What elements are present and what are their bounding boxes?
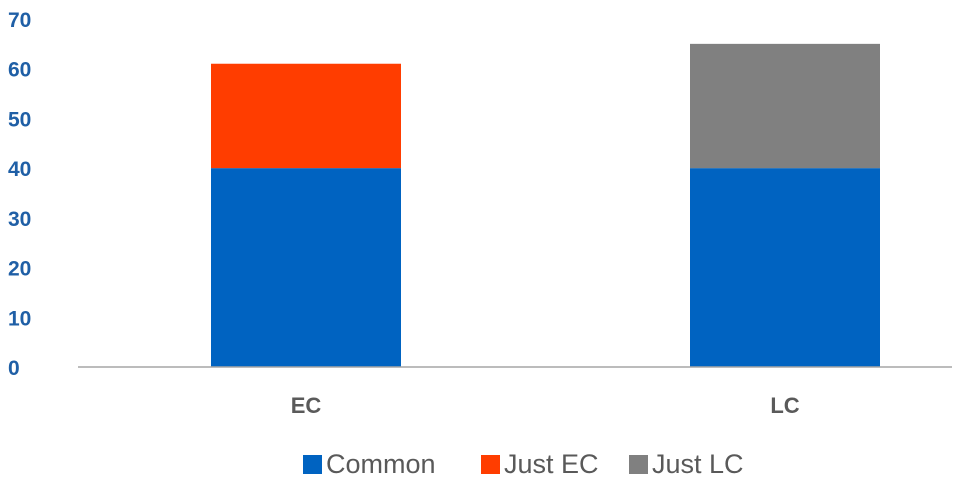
legend-swatch-just-lc — [629, 455, 648, 474]
x-tick-label: EC — [291, 393, 322, 418]
y-tick-label: 30 — [8, 208, 31, 231]
x-axis-tick-labels: EC LC — [291, 393, 800, 418]
y-axis-tick-labels: 0 10 20 30 40 50 60 70 — [8, 9, 31, 380]
y-tick-label: 70 — [8, 9, 31, 32]
y-tick-label: 40 — [8, 158, 31, 181]
y-tick-label: 0 — [8, 357, 20, 380]
bar-lc-just-lc — [690, 43, 880, 169]
legend-swatch-common — [303, 455, 322, 474]
y-tick-label: 60 — [8, 59, 31, 82]
y-tick-label: 10 — [8, 307, 31, 330]
bar-lc-common — [690, 168, 880, 367]
bar-ec-common — [211, 168, 401, 367]
y-tick-label: 20 — [8, 258, 31, 281]
legend-label: Common — [326, 449, 436, 479]
legend: Common Just EC Just LC — [303, 449, 744, 479]
legend-label: Just LC — [652, 449, 744, 479]
legend-label: Just EC — [504, 449, 599, 479]
legend-swatch-just-ec — [481, 455, 500, 474]
bars — [211, 43, 880, 367]
y-tick-label: 50 — [8, 108, 31, 131]
x-tick-label: LC — [770, 393, 799, 418]
bar-ec-just-ec — [211, 63, 401, 169]
